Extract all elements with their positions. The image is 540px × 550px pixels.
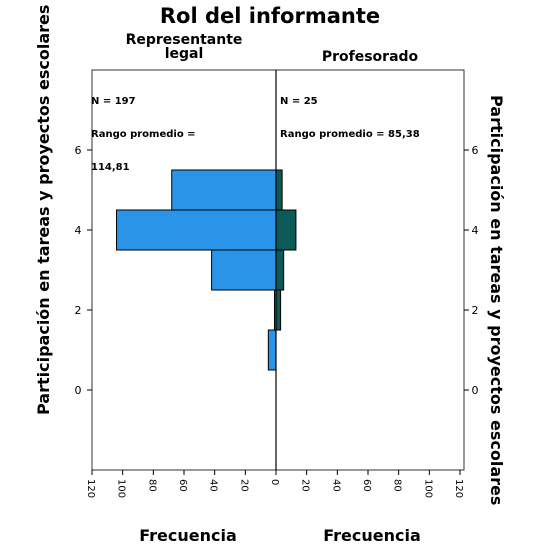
left-panel-title-line2: legal (164, 46, 204, 62)
right-bar-3 (275, 209, 297, 251)
x-tick-label-12: 120 (453, 479, 464, 498)
right-stat-n: N = 25 (280, 96, 318, 107)
x-tick-label-11: 100 (422, 479, 433, 498)
left-stat-rank-value: 114,81 (91, 162, 130, 173)
right-panel-stats: N = 25 Rango promedio = 85,38 (280, 74, 420, 151)
left-panel-title-line1: Representante (125, 32, 243, 48)
left-stat-rank-label: Rango promedio = (91, 129, 196, 140)
right-bar-4 (275, 169, 283, 211)
x-tick-label-9: 60 (361, 479, 372, 492)
left-bar-4 (171, 169, 277, 211)
left-y-tick-label-0: 0 (75, 384, 82, 397)
x-tick-label-5: 20 (238, 479, 249, 492)
right-stat-rank: Rango promedio = 85,38 (280, 129, 420, 140)
left-panel-stats: N = 197 Rango promedio = 114,81 (91, 74, 196, 184)
x-tick-label-2: 80 (146, 479, 157, 492)
x-tick-label-4: 40 (208, 479, 219, 492)
x-tick-label-10: 80 (392, 479, 403, 492)
right-panel-title: Profesorado (321, 49, 419, 65)
right-y-tick-label-0: 0 (472, 384, 479, 397)
x-tick-label-7: 20 (300, 479, 311, 492)
left-y-tick-label-4: 4 (75, 224, 82, 237)
left-panel-title: Representante legal (92, 33, 276, 61)
x-tick-label-8: 40 (330, 479, 341, 492)
chart-title: Rol del informante (159, 4, 381, 28)
right-bar-1 (275, 289, 282, 331)
x-tick-label-3: 60 (177, 479, 188, 492)
left-y-tick-label-6: 6 (75, 144, 82, 157)
right-y-tick-label-4: 4 (472, 224, 479, 237)
right-bar-2 (275, 249, 285, 291)
x-tick-label-0: 120 (85, 479, 96, 498)
x-tick-label-1: 100 (116, 479, 127, 498)
x-tick-label-6: 0 (269, 479, 280, 485)
left-bar-3 (116, 209, 277, 251)
left-bar-2 (211, 249, 277, 291)
left-stat-n: N = 197 (91, 96, 136, 107)
left-bar-0 (267, 329, 277, 371)
right-y-tick-label-2: 2 (472, 304, 479, 317)
plot-frame (91, 69, 465, 471)
right-y-tick-label-6: 6 (472, 144, 479, 157)
left-x-axis-label: Frecuencia (139, 526, 237, 545)
right-x-axis-label: Frecuencia (323, 526, 421, 545)
left-y-tick-label-2: 2 (75, 304, 82, 317)
left-y-axis-label: Participación en tareas y proyectos esco… (34, 4, 53, 415)
right-y-axis-label: Participación en tareas y proyectos esco… (487, 95, 506, 506)
